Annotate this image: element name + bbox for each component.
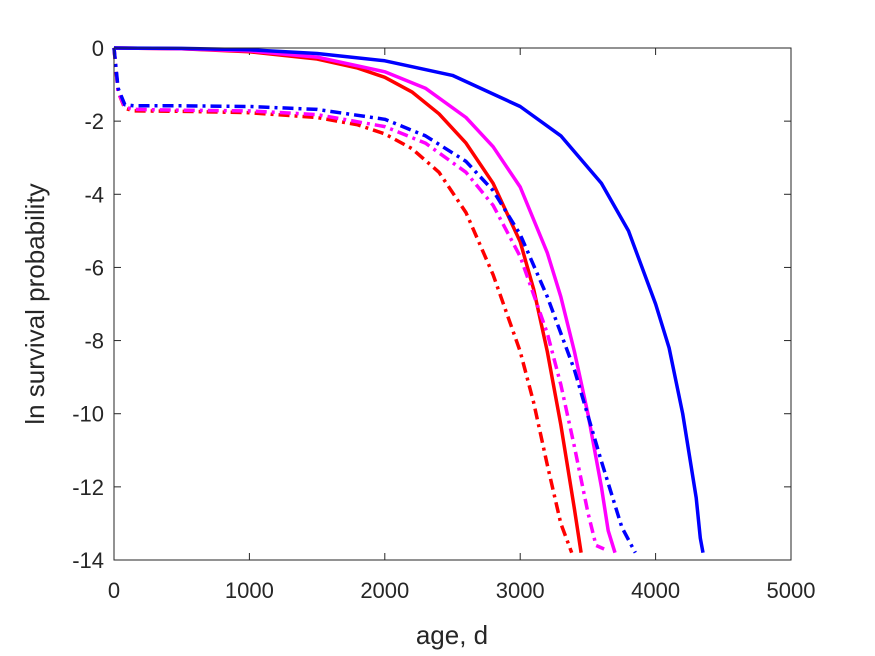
y-tick-label: -6 — [84, 255, 104, 280]
y-tick-label: -4 — [84, 182, 104, 207]
series-line-3 — [113, 46, 705, 554]
y-tick-label: -8 — [84, 329, 104, 354]
series-lines — [112, 46, 705, 554]
y-tick-label: -14 — [72, 548, 104, 573]
y-tick-label: -2 — [84, 109, 104, 134]
y-tick-label: 0 — [92, 36, 104, 61]
series-line-5 — [112, 47, 605, 551]
x-tick-label: 3000 — [496, 578, 545, 603]
y-tick-label: -10 — [72, 402, 104, 427]
series-line-4 — [112, 47, 574, 554]
x-tick-label: 5000 — [767, 578, 816, 603]
y-axis-label: ln survival probability — [20, 183, 50, 424]
y-tick-label: -12 — [72, 475, 104, 500]
x-tick-label: 4000 — [631, 578, 680, 603]
x-tick-label: 0 — [108, 578, 120, 603]
x-tick-labels: 0 1000 2000 3000 4000 5000 — [108, 578, 816, 603]
series-line-6 — [112, 47, 637, 554]
series-line-2 — [113, 46, 617, 554]
plot-area — [114, 48, 791, 560]
x-axis-label: age, d — [416, 620, 488, 650]
plot-frame — [113, 47, 792, 561]
x-tick-label: 2000 — [360, 578, 409, 603]
x-tick-label: 1000 — [225, 578, 274, 603]
y-tick-labels: 0 -2 -4 -6 -8 -10 -12 -14 — [72, 36, 104, 573]
